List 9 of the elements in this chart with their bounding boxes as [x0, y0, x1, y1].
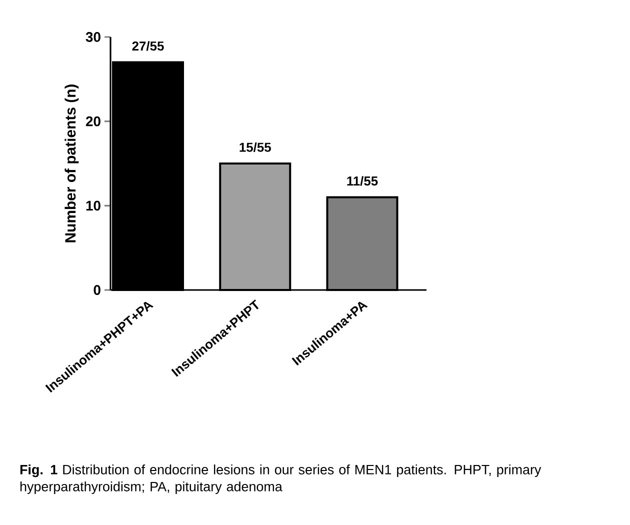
- data-label: 27/55: [132, 41, 164, 51]
- data-label: 11/55: [347, 176, 378, 186]
- y-tick-label: 30: [86, 32, 100, 42]
- y-tick-label: 0: [94, 285, 100, 295]
- text: Fig. 1 Distribution of endocrine lesions in our series of MEN1 patients. PHPT, primary hyperparathyroidism; PA, pituitary adenoma: [20, 464, 542, 494]
- y-axis-title: Number of patients (n): [64, 84, 79, 242]
- y-tick-label: 20: [86, 116, 100, 126]
- y-tick-label: 10: [86, 200, 100, 211]
- data-label: 15/55: [240, 142, 271, 152]
